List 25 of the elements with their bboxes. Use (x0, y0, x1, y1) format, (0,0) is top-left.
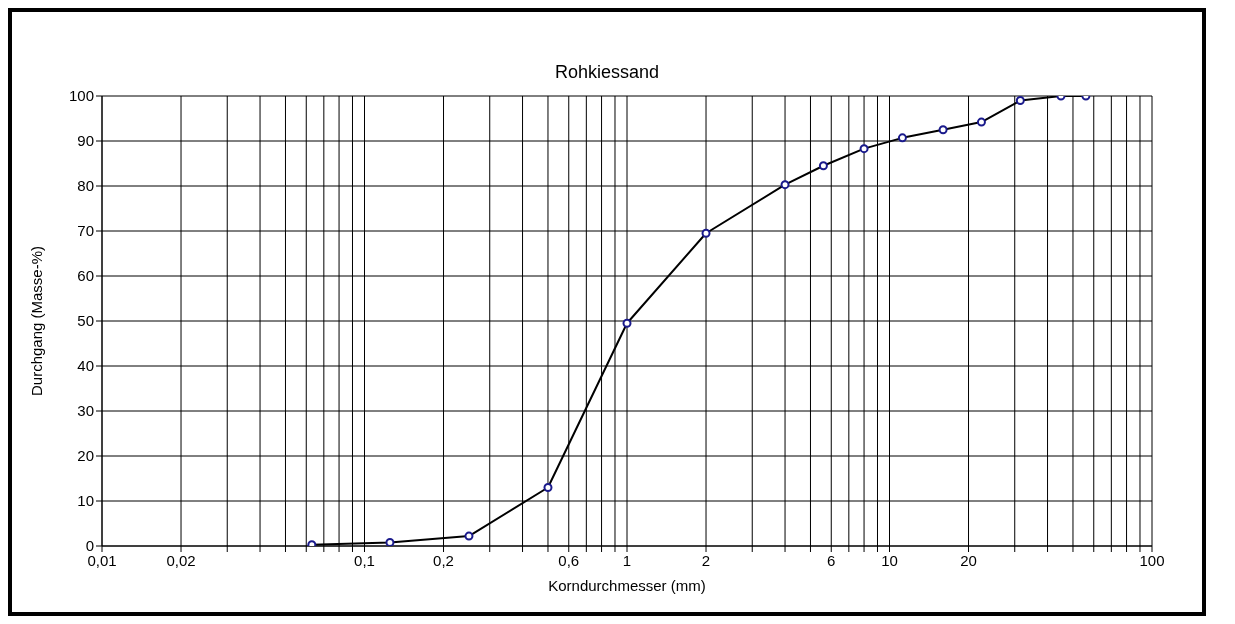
x-tick-label: 0,2 (433, 552, 454, 569)
x-tick-label: 0,02 (166, 552, 196, 569)
y-tick-label: 0 (85, 537, 94, 555)
y-tick-label: 20 (77, 447, 94, 465)
y-tick-label: 70 (77, 222, 94, 240)
y-tick-label: 10 (77, 492, 94, 510)
y-tick-label: 30 (77, 402, 94, 420)
x-tick-label: 0,6 (558, 552, 580, 569)
x-axis-title: Korndurchmesser (mm) (548, 577, 706, 594)
y-tick-label: 90 (77, 132, 94, 150)
y-tick-label: 60 (77, 267, 94, 285)
x-tick-label: 10 (881, 552, 898, 569)
y-axis-title: Durchgang (Masse-%) (28, 245, 46, 397)
y-tick-label: 40 (77, 357, 94, 375)
y-tick-label: 100 (68, 87, 94, 105)
x-tick-label: 1 (622, 552, 632, 569)
x-tick-label: 20 (960, 552, 977, 569)
x-tick-label: 6 (827, 552, 836, 569)
chart-title: Rohkiessand (553, 62, 661, 84)
x-tick-label: 100 (1139, 552, 1165, 569)
x-tick-label: 0,1 (354, 552, 375, 569)
x-tick-label: 2 (701, 552, 711, 569)
x-tick-label: 0,01 (87, 552, 117, 569)
y-tick-label: 50 (77, 312, 94, 330)
y-tick-label: 80 (77, 177, 94, 195)
